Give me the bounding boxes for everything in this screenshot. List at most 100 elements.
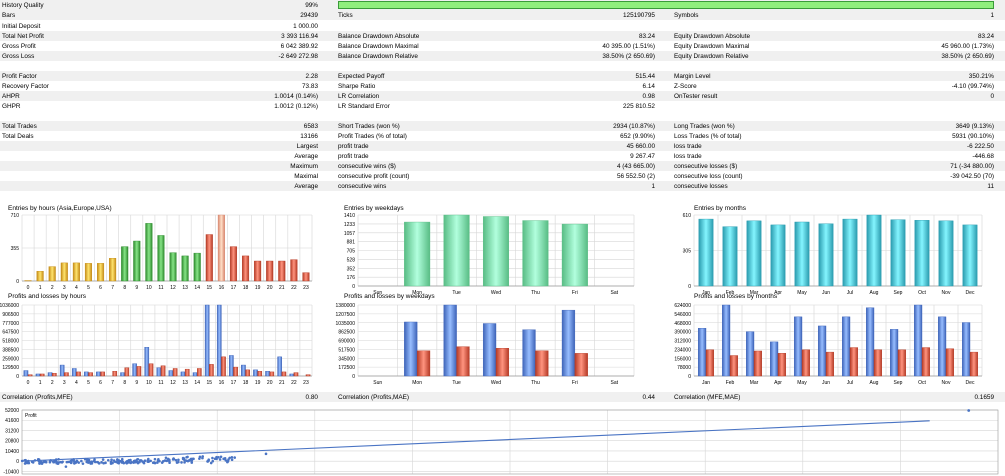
value-v1: 1.0012 (0.12%) bbox=[274, 102, 318, 110]
y-tick-label: 690000 bbox=[338, 339, 355, 345]
x-tick-label: Thu bbox=[531, 290, 540, 296]
y-tick-label: 10400 bbox=[5, 449, 19, 455]
loss-bar bbox=[184, 368, 190, 377]
profit-bar bbox=[156, 367, 162, 377]
x-tick-label: Tue bbox=[452, 290, 461, 296]
value-v1: 3 393 116.94 bbox=[281, 32, 318, 40]
x-tick-label: Oct bbox=[918, 290, 926, 296]
bar bbox=[698, 218, 714, 287]
value-v1: Maximum bbox=[290, 162, 318, 170]
scatter-point bbox=[174, 458, 178, 462]
label-c2: LR Standard Error bbox=[338, 102, 390, 110]
value-history-quality: 99% bbox=[305, 1, 318, 9]
label-c3: Z-Score bbox=[674, 82, 697, 90]
loss-bar bbox=[52, 373, 57, 377]
y-tick-label: 259000 bbox=[2, 356, 19, 362]
y-tick-label: 355 bbox=[11, 246, 20, 252]
y-tick-label: 468000 bbox=[674, 321, 691, 327]
scatter-point bbox=[211, 456, 214, 460]
loss-bar bbox=[495, 348, 510, 377]
value-v2: 2934 (10.87%) bbox=[613, 122, 655, 130]
x-tick-label: Feb bbox=[726, 290, 735, 296]
x-tick-label: Jun bbox=[822, 380, 830, 386]
x-tick-label: Sun bbox=[373, 380, 382, 386]
loss-bar bbox=[416, 350, 431, 377]
bar bbox=[145, 223, 153, 282]
x-tick-label: Sep bbox=[894, 380, 903, 386]
bar bbox=[242, 255, 250, 282]
label-c2: Balance Drawdown Relative bbox=[338, 52, 418, 60]
loss-bar bbox=[209, 364, 214, 377]
chart-entries-by-weekdays-plot: 1410 1233 1057 881 705 528 352 176 0 Sun Mon Tue Wed… bbox=[344, 213, 635, 296]
legend-label: Profit bbox=[25, 413, 37, 419]
loss-bar bbox=[136, 366, 142, 377]
x-tick-label: Thu bbox=[531, 380, 540, 386]
report-row-gross_loss: Gross Loss -2 649 272.98 Balance Drawdown … bbox=[0, 51, 1005, 61]
scatter-point bbox=[121, 460, 125, 463]
x-tick-label: 3 bbox=[63, 285, 66, 291]
value-v1: 13166 bbox=[300, 132, 318, 140]
y-tick-label: 1036000 bbox=[0, 303, 19, 309]
profit-bar bbox=[404, 321, 418, 377]
scatter-point bbox=[100, 461, 103, 464]
loss-bar bbox=[76, 371, 81, 377]
chart-title: Entries by weekdays bbox=[344, 205, 404, 212]
loss-bar bbox=[873, 349, 883, 377]
bar bbox=[302, 272, 310, 282]
y-tick-label: 390000 bbox=[674, 330, 691, 336]
loss-bar bbox=[535, 350, 549, 377]
scatter-point bbox=[85, 458, 89, 462]
bar bbox=[97, 263, 105, 282]
x-tick-label: Fri bbox=[572, 380, 578, 386]
loss-bar bbox=[148, 363, 154, 377]
loss-bar bbox=[729, 355, 739, 377]
x-tick-label: Nov bbox=[942, 290, 951, 296]
value-v1: 6583 bbox=[303, 122, 318, 130]
scatter-point bbox=[218, 458, 222, 461]
x-tick-label: 22 bbox=[291, 285, 297, 291]
x-tick-label: 3 bbox=[63, 380, 66, 386]
x-tick-label: 16 bbox=[219, 380, 225, 386]
x-tick-label: 4 bbox=[75, 285, 78, 291]
y-tick-label: 345000 bbox=[338, 356, 355, 362]
value-v1: Maximal bbox=[294, 172, 318, 180]
profit-bar bbox=[168, 370, 174, 377]
y-tick-label: 777000 bbox=[2, 321, 19, 327]
y-tick-label: 1233 bbox=[344, 222, 355, 228]
bar bbox=[254, 260, 262, 282]
bar bbox=[914, 220, 930, 287]
x-tick-label: Jul bbox=[847, 290, 853, 296]
profit-bar bbox=[265, 371, 270, 377]
y-tick-label: 1057 bbox=[344, 231, 355, 237]
loss-bar bbox=[801, 349, 811, 377]
value-v2: 0.98 bbox=[642, 92, 655, 100]
chart-title: Entries by months bbox=[694, 205, 747, 212]
scatter-point bbox=[227, 458, 230, 461]
x-tick-label: Dec bbox=[966, 290, 975, 296]
scatter-point bbox=[198, 455, 202, 459]
x-tick-label: 7 bbox=[111, 380, 114, 386]
scatter-point bbox=[96, 460, 99, 464]
y-tick-label: 176 bbox=[347, 275, 356, 281]
profit-bar bbox=[913, 304, 923, 377]
scatter-point bbox=[129, 458, 132, 462]
chart-title: Profits and losses by weekdays bbox=[344, 293, 435, 300]
profit-bar bbox=[289, 373, 295, 377]
report-row-rf: Recovery Factor 73.83 Sharpe Ratio 6.14 Z-Sc… bbox=[0, 81, 1005, 91]
scatter-point bbox=[38, 461, 41, 465]
value-v3: 5931 (90.10%) bbox=[952, 132, 994, 140]
profit-bar bbox=[47, 372, 53, 377]
x-tick-label: Wed bbox=[491, 290, 501, 296]
scatter-point bbox=[74, 461, 78, 464]
loss-bar bbox=[456, 346, 470, 377]
x-tick-label: 5 bbox=[87, 285, 90, 291]
history-quality-fill bbox=[339, 2, 993, 8]
x-tick-label: 23 bbox=[303, 285, 309, 291]
scatter-point bbox=[209, 461, 213, 465]
label-c2: consecutive wins ($) bbox=[338, 162, 396, 170]
value-v1: 2.28 bbox=[305, 72, 318, 80]
scatter-point bbox=[264, 452, 268, 456]
loss-bar bbox=[705, 349, 715, 377]
bar bbox=[121, 246, 129, 282]
x-tick-label: Feb bbox=[726, 380, 735, 386]
